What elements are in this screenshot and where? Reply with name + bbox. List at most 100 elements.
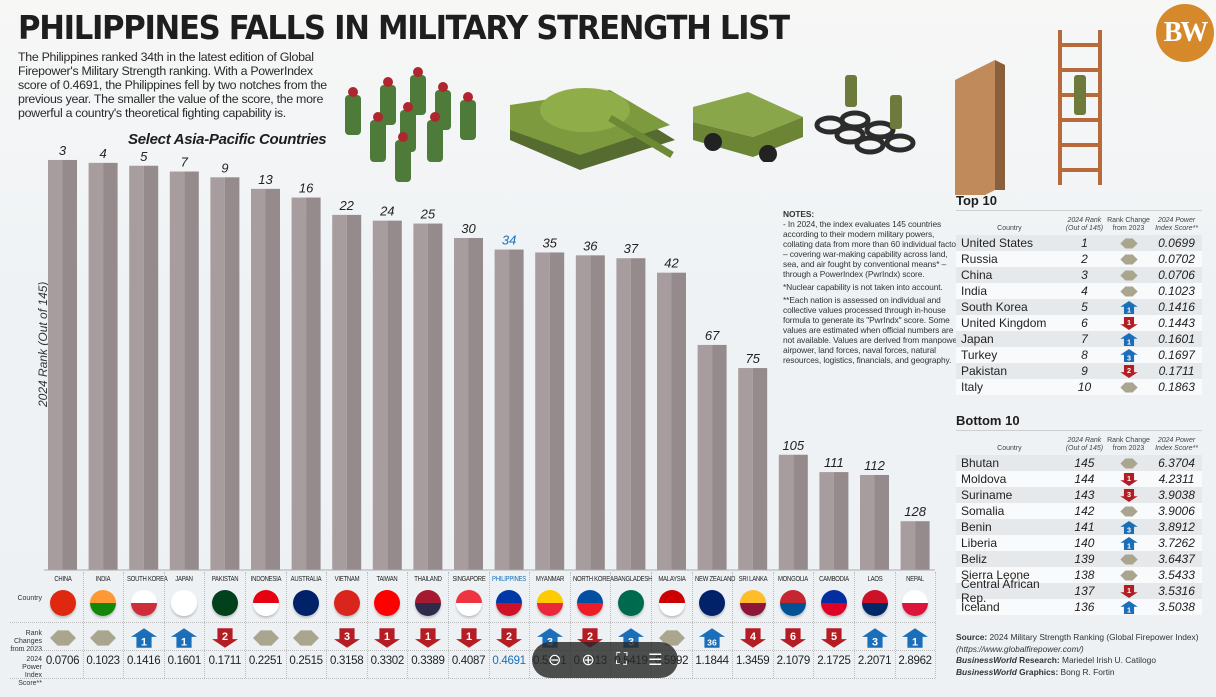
column-divider	[691, 572, 693, 678]
same-arrow-icon	[1119, 553, 1138, 565]
rank-change-cell: 1	[1106, 332, 1151, 346]
tank-illustration	[510, 88, 675, 170]
country-name-nepal: NEPAL	[906, 576, 924, 583]
bar-value-label: 75	[745, 351, 760, 366]
same-arrow-icon	[658, 630, 685, 646]
column-divider	[123, 572, 125, 678]
notes-icon[interactable]: ☰	[648, 652, 663, 669]
notes-p2: *Nuclear capability is not taken into ac…	[783, 282, 943, 292]
bar-face-light	[413, 223, 428, 571]
down-arrow-icon: 1	[1119, 584, 1138, 598]
bar-face-dark	[590, 255, 605, 570]
up-arrow-icon: 1	[902, 628, 929, 648]
column-divider	[610, 572, 612, 678]
bar-mongolia: 105	[778, 438, 808, 570]
bar-face-light	[169, 171, 185, 570]
column-divider	[366, 572, 368, 678]
bottom10-header: Country 2024 Rank (Out of 145) Rank Chan…	[956, 431, 1202, 455]
country-name-myanmar: MYANMAR	[535, 576, 564, 583]
column-divider	[732, 572, 734, 678]
rank-change-number: 3	[1127, 525, 1131, 533]
bar-face-dark	[630, 258, 646, 570]
businessworld-logo: BW	[1156, 4, 1214, 62]
down-arrow-icon: 5	[820, 628, 847, 648]
col-header-country: Country	[997, 225, 1022, 232]
rank-change-new-zealand: 36	[699, 628, 726, 648]
bar-myanmar: 35	[535, 235, 565, 570]
fullscreen-icon[interactable]: ⛶	[616, 651, 628, 668]
column-divider	[529, 572, 531, 678]
rank-cell: 138	[1074, 568, 1095, 582]
top10-header: Country 2024 Rank (Out of 145) Rank Chan…	[956, 211, 1202, 235]
rank-change-india	[90, 628, 117, 648]
country-name-taiwan: TAIWAN	[376, 576, 398, 583]
page-title: PHILIPPINES FALLS IN MILITARY STRENGTH L…	[18, 8, 790, 47]
country-cell: South Korea	[961, 300, 1028, 314]
flag-malaysia-icon	[658, 590, 685, 616]
score-cell: 3.8912	[1158, 520, 1195, 534]
flag-singapore-icon	[455, 590, 482, 616]
country-cell: India	[961, 284, 988, 298]
rank-change-cell	[1106, 269, 1151, 282]
bar-face-dark	[509, 249, 524, 570]
country-cell: Somalia	[961, 504, 1005, 518]
viewer-toolbar: ⊖ ⊕ ⛶ ☰	[532, 642, 678, 678]
rank-change-sri-lanka: 4	[739, 628, 766, 648]
col-header-country: Country	[997, 445, 1022, 452]
soldiers-illustration	[345, 67, 476, 182]
rank-change-number: 1	[912, 637, 918, 648]
bar-australia: 16	[291, 181, 321, 571]
source-credits: Source: 2024 Military Strength Ranking (…	[956, 632, 1199, 678]
flag-australia-icon	[293, 590, 320, 616]
column-divider	[569, 572, 571, 678]
country-cell: United States	[961, 236, 1034, 250]
same-arrow-icon	[49, 630, 76, 646]
table-row: United States 1 0.0699	[956, 235, 1202, 251]
up-arrow-icon: 36	[699, 628, 726, 648]
rank-change-cell	[1106, 553, 1151, 566]
country-cell: Pakistan	[961, 364, 1008, 378]
obstacle-wall-illustration	[955, 30, 1102, 195]
down-arrow-icon: 1	[414, 628, 441, 648]
power-score-india: 0.1023	[86, 655, 120, 667]
country-name-australia: AUSTRALIA	[290, 576, 322, 583]
flag-cambodia-icon	[820, 590, 847, 616]
bar-pakistan: 9	[210, 160, 240, 570]
same-arrow-icon	[1119, 457, 1138, 469]
table-row: South Korea 5 1 0.1416	[956, 299, 1202, 315]
power-score-mongolia: 2.1079	[776, 655, 811, 667]
bar-face-dark	[103, 162, 118, 571]
table-row: United Kingdom 6 1 0.1443	[956, 315, 1202, 331]
top10-title: Top 10	[956, 193, 1202, 211]
down-arrow-icon: 6	[780, 628, 807, 648]
country-cell: Benin	[961, 520, 992, 534]
table-row: Iceland 136 1 3.5038	[956, 599, 1202, 615]
rank-change-number: 1	[1127, 305, 1131, 313]
rank-change-cell: 1	[1106, 300, 1151, 314]
score-cell: 3.9006	[1158, 504, 1195, 518]
table-row: Liberia 140 1 3.7262	[956, 535, 1202, 551]
country-name-singapore: SINGAPORE	[451, 576, 486, 583]
source-label: Source:	[956, 632, 988, 642]
country-cell: Liberia	[961, 536, 998, 550]
rank-cell: 6	[1081, 316, 1088, 330]
score-cell: 3.6437	[1158, 552, 1195, 566]
bar-south-korea: 5	[129, 149, 159, 570]
table-row: Somalia 142 3.9006	[956, 503, 1202, 519]
power-score-singapore: 0.4087	[451, 655, 486, 667]
table-row: Bhutan 145 6.3704	[956, 455, 1202, 471]
column-divider	[813, 572, 815, 678]
bar-face-dark	[712, 344, 727, 570]
table-row: Sierra Leone 138 3.5433	[956, 567, 1202, 583]
flag-sri-lanka-icon	[739, 590, 766, 616]
column-divider	[447, 572, 449, 678]
bar-china: 3	[48, 143, 77, 570]
graphics-label: Graphics:	[1016, 666, 1059, 677]
bar-face-light	[251, 188, 266, 570]
zoom-in-icon[interactable]: ⊕	[581, 652, 595, 669]
zoom-out-icon[interactable]: ⊖	[548, 652, 562, 669]
country-cell: China	[961, 268, 993, 282]
bar-face-light	[616, 258, 631, 570]
rank-cell: 142	[1074, 504, 1095, 518]
score-cell: 0.1697	[1158, 348, 1195, 362]
